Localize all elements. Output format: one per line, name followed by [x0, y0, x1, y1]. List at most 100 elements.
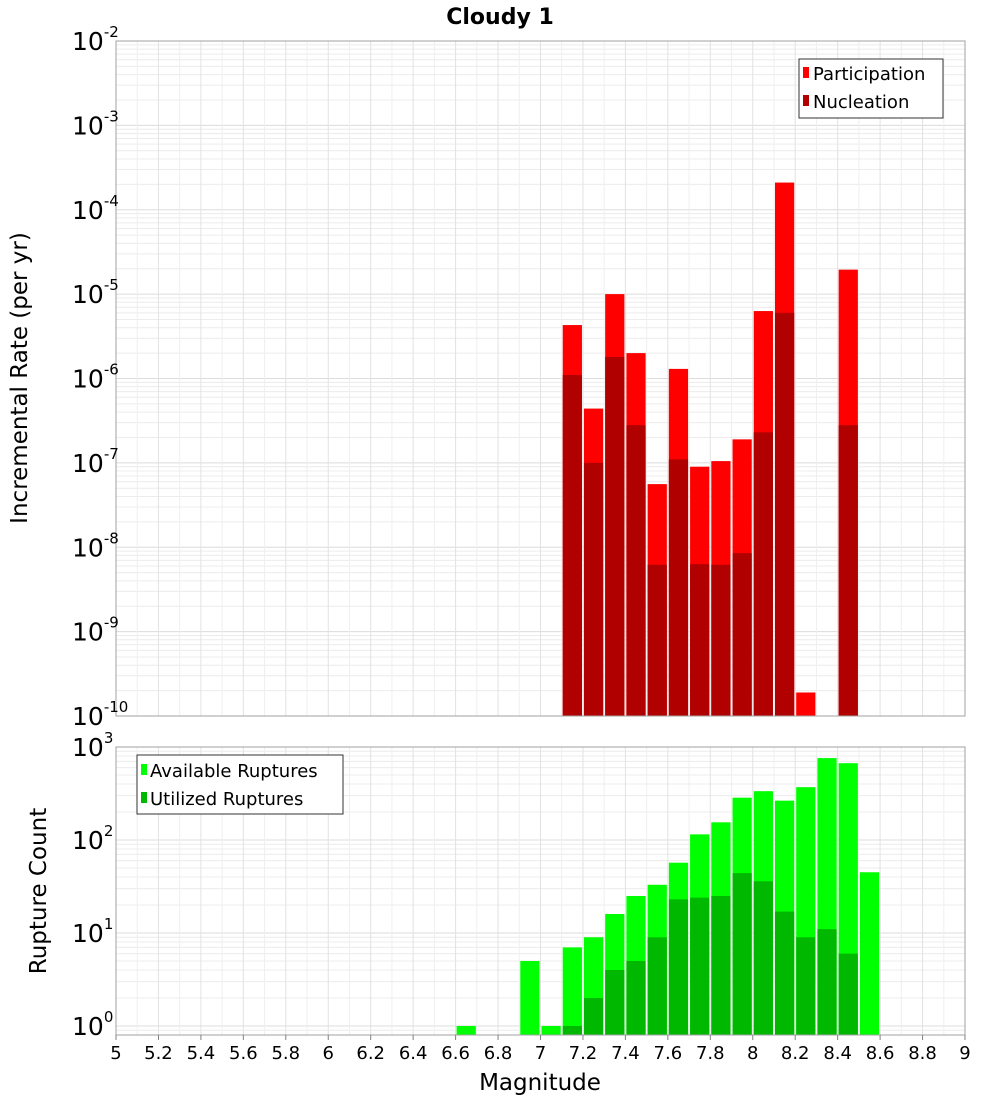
x-tick-label: 8: [747, 1043, 758, 1064]
bottom-y-tick-label: 100: [72, 1008, 113, 1041]
utilized-ruptures-bar: [711, 895, 731, 1035]
x-tick-label: 5.6: [229, 1043, 258, 1064]
top-y-tick-base: 10: [72, 449, 104, 478]
bottom-y-tick-label: 102: [72, 822, 113, 855]
bottom-y-tick-exponent: 1: [104, 915, 114, 933]
x-tick-label: 6.8: [484, 1043, 513, 1064]
top-grid: [115, 41, 966, 717]
available-ruptures-bar: [562, 947, 582, 1035]
top-y-tick-base: 10: [72, 111, 104, 140]
x-tick-label: 7.6: [654, 1043, 683, 1064]
x-tick-label: 6.2: [356, 1043, 385, 1064]
bottom-legend: Available Ruptures Utilized Ruptures: [136, 754, 344, 815]
nucleation-bar: [838, 425, 858, 716]
legend-swatch-available: [141, 764, 147, 775]
nucleation-bar: [668, 459, 689, 716]
top-y-tick-label: 10-2: [72, 23, 119, 56]
utilized-ruptures-bar: [838, 953, 858, 1035]
participation-bar: [796, 692, 816, 716]
x-tick-label: 5.4: [187, 1043, 216, 1064]
x-tick-label: 6: [323, 1043, 334, 1064]
nucleation-bar: [562, 375, 582, 716]
x-tick-label: 5: [110, 1043, 121, 1064]
bottom-y-tick-label: 103: [72, 729, 113, 762]
top-y-tick-label: 10-10: [72, 698, 128, 731]
top-y-tick-exponent: -8: [104, 529, 119, 547]
top-legend: Participation Nucleation: [798, 58, 944, 119]
top-y-tick-exponent: -5: [104, 276, 119, 294]
nucleation-bar: [605, 356, 625, 716]
top-plot-frame: [115, 40, 966, 717]
x-tick-label: 7: [535, 1043, 546, 1064]
top-y-tick-exponent: -6: [104, 361, 119, 379]
bottom-legend-box: [136, 754, 344, 815]
x-tick-label: 9: [959, 1043, 970, 1064]
top-y-tick-exponent: -7: [104, 445, 119, 463]
x-tick-label: 5.2: [144, 1043, 173, 1064]
nucleation-bar: [711, 564, 731, 716]
utilized-ruptures-bar: [690, 897, 710, 1035]
x-tick-label: 7.2: [569, 1043, 598, 1064]
bottom-y-tick-base: 10: [72, 826, 104, 855]
utilized-ruptures-bar: [796, 937, 816, 1035]
bottom-y-axis-label: Rupture Count: [26, 808, 52, 974]
top-y-tick-exponent: -2: [104, 23, 119, 41]
top-y-tick-base: 10: [72, 27, 104, 56]
x-tick-label: 6.6: [441, 1043, 470, 1064]
top-y-tick-base: 10: [72, 618, 104, 647]
legend-swatch-utilized: [141, 792, 147, 803]
top-y-tick-exponent: -4: [104, 192, 119, 210]
bottom-y-tick-exponent: 2: [104, 822, 114, 840]
utilized-ruptures-bar: [583, 997, 604, 1035]
utilized-ruptures-bar: [647, 937, 667, 1035]
bottom-y-tick-base: 10: [72, 733, 104, 762]
top-y-tick-label: 10-4: [72, 192, 119, 225]
x-axis-label: Magnitude: [479, 1070, 601, 1096]
x-tick-label: 7.4: [611, 1043, 640, 1064]
available-ruptures-bar: [456, 1025, 476, 1035]
x-tick-label: 5.8: [271, 1043, 300, 1064]
top-y-tick-label: 10-9: [72, 614, 119, 647]
top-y-tick-base: 10: [72, 280, 104, 309]
x-tick-label: 8.2: [781, 1043, 810, 1064]
top-y-axis-label: Incremental Rate (per yr): [7, 232, 33, 524]
chart-title: Cloudy 1: [446, 5, 554, 30]
utilized-ruptures-bar: [732, 873, 752, 1035]
bottom-y-tick-base: 10: [72, 919, 104, 948]
x-tick-label: 8.4: [823, 1043, 852, 1064]
utilized-ruptures-bar: [562, 1025, 582, 1035]
bottom-y-tick-exponent: 0: [104, 1008, 114, 1026]
top-y-tick-label: 10-6: [72, 361, 119, 394]
available-ruptures-bar: [520, 960, 540, 1035]
x-tick-label: 8.8: [908, 1043, 937, 1064]
top-y-tick-exponent: -9: [104, 614, 119, 632]
nucleation-bar: [647, 564, 667, 716]
nucleation-bar: [690, 564, 710, 716]
legend-label-available: Available Ruptures: [150, 761, 318, 782]
top-y-tick-base: 10: [72, 196, 104, 225]
nucleation-bar: [583, 462, 604, 716]
top-y-tick-exponent: -3: [104, 107, 119, 125]
available-ruptures-bar: [859, 872, 880, 1035]
utilized-ruptures-bar: [774, 911, 795, 1035]
top-y-tick-base: 10: [72, 533, 104, 562]
top-legend-box: [798, 58, 944, 119]
bottom-bars: [456, 758, 880, 1035]
utilized-ruptures-bar: [817, 929, 837, 1035]
top-y-tick-label: 10-8: [72, 529, 119, 562]
top-bars: [562, 182, 858, 716]
available-ruptures-bar: [541, 1025, 561, 1035]
legend-swatch-nucleation: [803, 95, 809, 106]
bottom-y-tick-exponent: 3: [104, 729, 114, 747]
legend-label-nucleation: Nucleation: [813, 92, 909, 113]
utilized-ruptures-bar: [626, 960, 646, 1035]
x-tick-label: 8.6: [866, 1043, 895, 1064]
x-tick-label: 6.4: [399, 1043, 428, 1064]
top-y-tick-base: 10: [72, 702, 104, 731]
top-y-tick-label: 10-3: [72, 107, 119, 140]
bottom-y-tick-label: 101: [72, 915, 113, 948]
